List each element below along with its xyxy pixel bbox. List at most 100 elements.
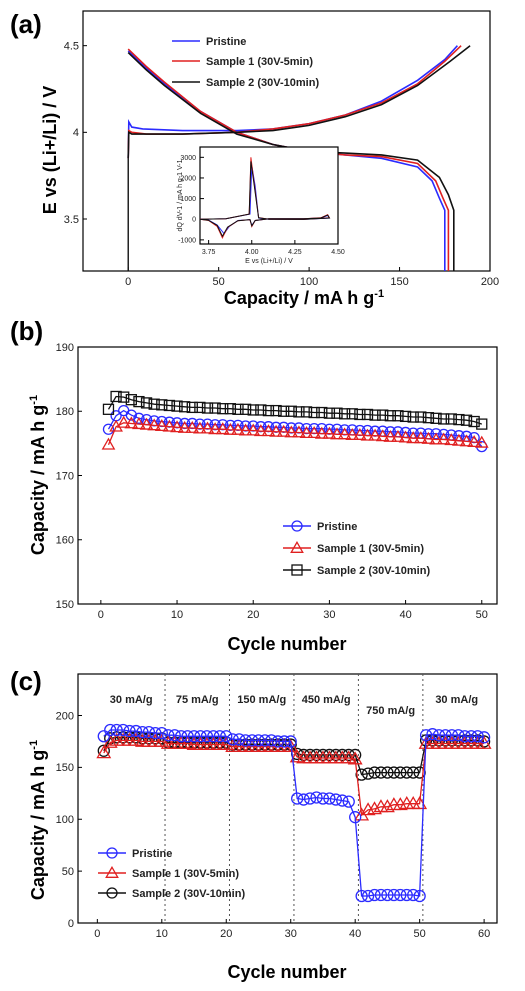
data-point: [116, 723, 130, 737]
data-point: [207, 730, 220, 743]
panel-b-axes: 0 10 20 30 40 50 150 160 170 180 190: [56, 342, 498, 621]
data-point: [394, 888, 407, 902]
panel-c-axes: 0 10 20 30 40 50 60 0 50 100 150 200: [56, 673, 498, 940]
data-point: [465, 734, 478, 747]
data-point: [421, 431, 436, 444]
data-point: [360, 428, 375, 441]
rate-label: 750 mA/g: [366, 705, 415, 717]
legend-sample1-marker: [105, 865, 119, 878]
charge-curve-1: [127, 45, 462, 159]
data-point: [278, 735, 291, 748]
y-tick-label: 190: [56, 342, 74, 354]
data-point: [413, 431, 428, 444]
y-tick-label: 0: [68, 918, 74, 930]
legend-pristine-marker: [106, 847, 118, 859]
x-tick-label: 3.75: [202, 249, 216, 256]
data-point: [429, 432, 443, 445]
legend-sample2-label: Sample 2 (30V-10min): [206, 77, 319, 89]
data-point: [316, 792, 330, 805]
data-point: [193, 421, 207, 434]
data-point: [361, 767, 375, 780]
data-point: [307, 426, 322, 439]
data-point: [118, 391, 130, 403]
data-point: [439, 729, 452, 742]
data-point: [261, 424, 276, 437]
data-point: [171, 400, 183, 412]
data-point: [346, 408, 358, 420]
data-point: [405, 796, 421, 810]
data-point: [407, 411, 419, 423]
data-point: [452, 433, 466, 446]
data-point: [387, 766, 401, 779]
panel-b-xlabel: Cycle number: [227, 634, 346, 654]
data-point: [232, 403, 244, 415]
x-tick-label: 10: [171, 609, 183, 621]
y-tick-label: 180: [56, 406, 74, 418]
data-point: [459, 434, 474, 447]
panel-c-letter: (c): [10, 666, 42, 696]
data-point: [177, 420, 192, 433]
x-tick-label: 0: [125, 276, 131, 288]
data-point: [284, 735, 297, 748]
data-point: [116, 731, 130, 744]
data-point: [369, 409, 381, 421]
data-point: [162, 419, 177, 432]
data-point: [284, 425, 299, 438]
series-line-2: [107, 395, 483, 425]
data-point: [194, 401, 206, 414]
data-point: [123, 724, 136, 738]
data-point: [140, 397, 153, 409]
data-point: [336, 794, 349, 807]
x-tick-label: 30: [323, 609, 335, 621]
plot-frame: [199, 146, 339, 245]
data-point: [361, 408, 374, 421]
data-point: [156, 399, 168, 411]
panel-b-legend: Pristine Sample 1 (30V-5min) Sample 2 (30V…: [283, 520, 430, 577]
data-point: [379, 799, 395, 813]
data-point: [354, 408, 366, 421]
panel-b-cycling: (b) 0 10 20 30 40 50 150 160 170 180 190 Pristine S…: [10, 316, 498, 654]
data-point: [453, 413, 465, 426]
data-point: [383, 429, 398, 442]
data-point: [398, 430, 413, 443]
x-tick-label: 50: [213, 276, 225, 288]
data-point: [399, 410, 412, 423]
rate-label: 150 mA/g: [237, 694, 286, 706]
data-point: [147, 418, 162, 431]
data-point: [349, 811, 362, 824]
y-tick-label: -1000: [178, 237, 196, 244]
data-point: [139, 417, 154, 430]
data-point: [239, 403, 252, 415]
data-point: [368, 766, 381, 779]
data-point: [226, 733, 239, 746]
data-point: [123, 731, 136, 744]
data-point: [361, 889, 375, 903]
data-point: [163, 399, 176, 412]
y-tick-label: 0: [192, 217, 196, 224]
data-point: [444, 433, 459, 446]
data-point: [308, 406, 320, 419]
data-point: [224, 403, 237, 415]
data-point: [355, 889, 368, 903]
data-point: [432, 729, 446, 742]
x-tick-label: 4.00: [245, 249, 259, 256]
data-point: [430, 428, 442, 440]
panel-c-xlabel: Cycle number: [227, 962, 346, 982]
inset-xlabel: E vs (Li+/Li) / V: [245, 258, 293, 265]
panel-c-rate-dividers: [164, 674, 424, 923]
data-point: [331, 407, 343, 419]
data-point: [367, 801, 382, 815]
data-point: [209, 402, 221, 414]
data-point: [233, 733, 246, 746]
panel-a-xlabel: Capacity / mA h g-1: [224, 288, 384, 308]
data-point: [438, 413, 450, 425]
data-point: [133, 395, 145, 408]
rate-label: 75 mA/g: [176, 694, 219, 706]
data-point: [381, 888, 394, 902]
y-tick-label: 2000: [180, 175, 196, 182]
data-point: [329, 748, 342, 762]
x-tick-label: 40: [349, 928, 361, 940]
data-point: [200, 730, 214, 743]
data-point: [323, 748, 336, 762]
panel-a-inset: 3.75 4.00 4.25 4.50 -1000 0 1000 2000 3000 E vs (…: [177, 146, 345, 265]
